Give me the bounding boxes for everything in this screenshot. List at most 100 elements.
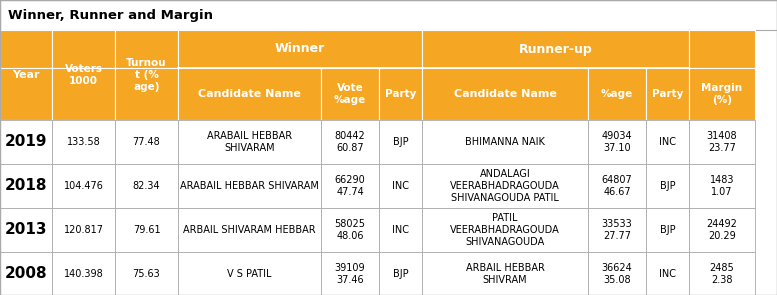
Text: 75.63: 75.63 [133,269,160,279]
Bar [422,164,588,208]
Bar [422,252,588,295]
Bar [115,208,178,252]
Bar [178,252,321,295]
Bar [588,252,646,295]
Bar [689,208,755,252]
Text: INC: INC [659,269,676,279]
Text: 120.817: 120.817 [64,225,103,235]
Text: Vote
%age: Vote %age [334,83,366,105]
Bar [689,30,755,68]
Bar [646,68,689,120]
Text: 140.398: 140.398 [64,269,103,279]
Bar [52,120,115,164]
Bar [379,208,422,252]
Bar [52,252,115,295]
Text: 77.48: 77.48 [133,137,160,147]
Text: Runner-up: Runner-up [518,42,592,55]
Bar [689,252,755,295]
Bar [178,68,321,120]
Bar [115,120,178,164]
Text: INC: INC [659,137,676,147]
Bar [379,164,422,208]
Text: 33533
27.77: 33533 27.77 [601,219,632,241]
Text: 133.58: 133.58 [67,137,100,147]
Text: 2013: 2013 [5,222,47,237]
Bar [115,30,178,68]
Text: Winner, Runner and Margin: Winner, Runner and Margin [8,9,213,22]
Bar [379,252,422,295]
Text: BJP: BJP [392,269,408,279]
Bar [422,208,588,252]
Text: V S PATIL: V S PATIL [227,269,272,279]
Bar [115,68,178,120]
Bar [588,208,646,252]
Text: Turnou
t (%
age): Turnou t (% age) [126,58,167,92]
Bar [321,68,379,120]
Text: 1483
1.07: 1483 1.07 [709,175,734,197]
Text: 64807
46.67: 64807 46.67 [601,175,632,197]
Bar [646,208,689,252]
Bar [588,68,646,120]
Bar [52,164,115,208]
Bar [379,68,422,120]
Bar [115,164,178,208]
Text: Voters
1000: Voters 1000 [64,64,103,86]
Bar [0,208,52,252]
Text: 39109
37.46: 39109 37.46 [335,263,365,285]
Bar [178,208,321,252]
Text: Candidate Name: Candidate Name [198,89,301,99]
Text: ARABAIL HEBBAR
SHIVARAM: ARABAIL HEBBAR SHIVARAM [207,131,292,153]
Bar [0,252,52,295]
Text: ARBAIL SHIVARAM HEBBAR: ARBAIL SHIVARAM HEBBAR [183,225,315,235]
Bar [422,30,689,68]
Text: Year: Year [12,70,40,80]
Text: 66290
47.74: 66290 47.74 [335,175,365,197]
Bar [0,164,52,208]
Text: 31408
23.77: 31408 23.77 [707,131,737,153]
Text: 2019: 2019 [5,135,47,150]
Text: 49034
37.10: 49034 37.10 [601,131,632,153]
Text: 80442
60.87: 80442 60.87 [335,131,365,153]
Text: PATIL
VEERABHADRAGOUDA
SHIVANAGOUDA: PATIL VEERABHADRAGOUDA SHIVANAGOUDA [450,213,560,247]
Bar [588,164,646,208]
Bar [422,120,588,164]
Text: INC: INC [392,181,409,191]
Text: 24492
20.29: 24492 20.29 [706,219,737,241]
Text: BJP: BJP [660,225,675,235]
Bar [321,164,379,208]
Text: Winner: Winner [275,42,325,55]
Text: 58025
48.06: 58025 48.06 [335,219,365,241]
Bar [689,120,755,164]
Text: 2008: 2008 [5,266,47,281]
Text: 79.61: 79.61 [133,225,160,235]
Text: 104.476: 104.476 [64,181,103,191]
Text: BJP: BJP [660,181,675,191]
Bar [178,30,422,68]
Text: 82.34: 82.34 [133,181,160,191]
Bar [0,30,52,68]
Text: %age: %age [601,89,633,99]
Bar [321,208,379,252]
Bar [646,252,689,295]
Bar [646,120,689,164]
Text: ANDALAGI
VEERABHADRAGOUDA
SHIVANAGOUDA PATIL: ANDALAGI VEERABHADRAGOUDA SHIVANAGOUDA P… [450,169,560,203]
Bar [52,208,115,252]
Text: INC: INC [392,225,409,235]
Bar [52,30,115,68]
Bar [588,120,646,164]
Text: BHIMANNA NAIK: BHIMANNA NAIK [465,137,545,147]
Bar [0,68,52,120]
Bar [115,252,178,295]
Bar [321,120,379,164]
Text: Candidate Name: Candidate Name [454,89,556,99]
Text: BJP: BJP [392,137,408,147]
Bar [646,164,689,208]
Text: 2485
2.38: 2485 2.38 [709,263,734,285]
Text: 2018: 2018 [5,178,47,194]
Bar [379,120,422,164]
Text: ARBAIL HEBBAR
SHIVRAM: ARBAIL HEBBAR SHIVRAM [465,263,545,285]
Bar [0,0,777,30]
Text: ARABAIL HEBBAR SHIVARAM: ARABAIL HEBBAR SHIVARAM [180,181,319,191]
Text: Party: Party [385,89,416,99]
Bar [321,252,379,295]
